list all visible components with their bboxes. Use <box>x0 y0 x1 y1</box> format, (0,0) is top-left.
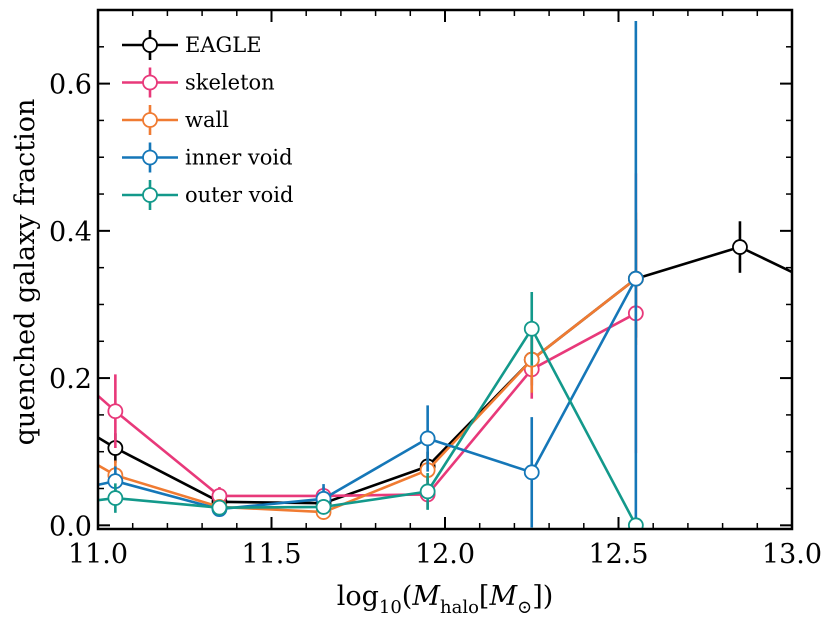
legend-item-inner-void: inner void <box>122 142 293 173</box>
data-point-inner-void <box>419 430 436 447</box>
y-tick-label: 0.6 <box>49 70 92 101</box>
y-axis-label: quenched galaxy fraction <box>10 99 41 446</box>
y-tick-label: 0.0 <box>49 511 92 542</box>
y-tick-label: 0.2 <box>49 364 92 395</box>
data-point-skeleton <box>107 403 124 420</box>
x-tick-label: 11.0 <box>68 539 128 570</box>
x-tick-label: 11.5 <box>241 539 301 570</box>
ticks-layer: 11.0 11.5 12.0 12.5 13.0 0.0 0.2 0.4 0.6 <box>49 9 822 570</box>
data-point-eagle <box>732 239 748 255</box>
legend-marker <box>142 187 158 203</box>
legend-marker <box>142 37 158 53</box>
data-point-outer-void <box>523 320 540 337</box>
data-point-outer-void <box>211 499 228 516</box>
data-point-outer-void <box>627 517 644 529</box>
plot-area <box>98 10 792 529</box>
legend-marker <box>142 112 158 128</box>
legend-item-outer-void: outer void <box>122 180 293 210</box>
series-inner-void <box>4 21 644 529</box>
legend-label: skeleton <box>185 71 275 95</box>
series-layer <box>4 21 792 529</box>
legend-item-eagle: EAGLE <box>122 30 262 60</box>
data-point-outer-void <box>419 483 436 500</box>
x-tick-label: 12.5 <box>588 539 648 570</box>
legend-marker <box>142 74 158 91</box>
legend-item-wall: wall <box>122 105 229 135</box>
legend-label: wall <box>185 108 229 132</box>
x-axis-label: log10(Mhalo[M⊙]) <box>337 581 554 618</box>
series-outer-void <box>4 291 644 529</box>
legend-label: EAGLE <box>185 33 262 57</box>
data-point-inner-void <box>4 496 18 510</box>
data-point-inner-void <box>627 270 644 287</box>
legend-marker <box>142 149 158 166</box>
y-tick-label: 0.4 <box>49 217 92 248</box>
legend: EAGLE skeleton wall inner void outer void <box>122 30 293 210</box>
data-point-outer-void <box>315 499 332 515</box>
x-tick-label: 12.0 <box>415 539 475 570</box>
data-point-outer-void <box>4 504 18 518</box>
legend-label: inner void <box>185 146 293 170</box>
data-point-outer-void <box>107 490 124 506</box>
legend-label: outer void <box>185 183 293 207</box>
data-point-inner-void <box>523 464 540 481</box>
x-tick-label: 13.0 <box>762 539 822 570</box>
legend-item-skeleton: skeleton <box>122 67 275 98</box>
